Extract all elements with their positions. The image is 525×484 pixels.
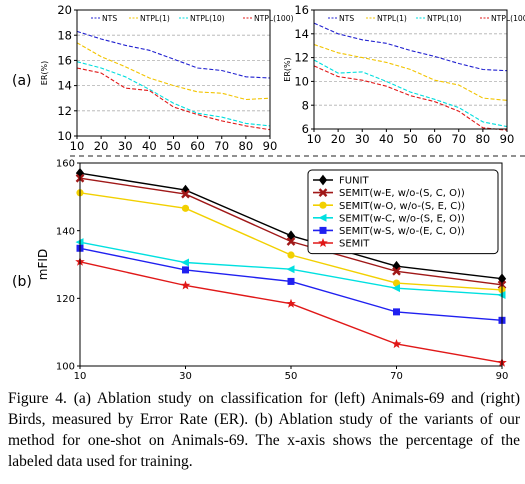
data-point-semit-w-e-w-o-s-c-o-30 <box>181 189 190 199</box>
legend-box <box>307 169 499 255</box>
series-line-ntpl-100 <box>76 67 271 131</box>
y-tick-label-2: 140 <box>56 226 75 237</box>
y-tick-label-1: 8 <box>302 98 309 112</box>
y-tick-label-2: 10 <box>294 75 309 89</box>
chart-b: 10 30 50 70 90 100 120 140 160 mFID FUNITSEMIT(w-E… <box>36 159 508 382</box>
y-tick-label-5: 20 <box>57 3 72 17</box>
y-tick-label-4: 18 <box>57 28 72 42</box>
y-tick-label-0: 6 <box>302 122 309 136</box>
data-point-semit-w-c-w-o-s-e-o-70 <box>392 284 400 293</box>
x-tick-label-0: 10 <box>70 139 85 153</box>
legend-label-ntpl-10: NTPL(10) <box>427 14 462 23</box>
data-point-semit-w-s-w-o-e-c-o-50 <box>287 277 295 285</box>
y-axis-label: ER(%) <box>283 57 292 81</box>
x-tick-label-2: 30 <box>355 132 370 146</box>
series-line-ntpl-10 <box>313 59 508 128</box>
y-tick-label-3: 16 <box>57 54 72 68</box>
data-point-semit-w-e-w-o-s-c-o-70 <box>392 266 401 276</box>
x-tick-label-1: 20 <box>331 132 346 146</box>
x-tick-label-4: 50 <box>403 132 418 146</box>
legend-label-ntpl-1: NTPL(1) <box>140 14 170 23</box>
chart-a-right: 10 20 30 40 50 60 70 80 90 6 8 10 12 14 16 ER(%) NTS NTPL… <box>283 3 525 146</box>
legend-label-ntpl-100: NTPL(100) <box>491 14 525 23</box>
legend-label-semit: SEMIT <box>339 239 370 250</box>
panel-label-b: (b) <box>12 274 32 290</box>
y-tick-label-0: 100 <box>56 362 75 373</box>
series-line-nts <box>76 30 271 79</box>
data-point-semit-70 <box>391 339 402 349</box>
legend-label-ntpl-100: NTPL(100) <box>254 14 294 23</box>
x-tick-label-3: 40 <box>379 132 394 146</box>
x-tick-label-4: 90 <box>496 371 509 382</box>
y-tick-label-1: 120 <box>56 294 75 305</box>
panel-label-a: (a) <box>12 73 32 89</box>
data-point-semit-w-c-w-o-s-e-o-50 <box>286 265 295 274</box>
y-tick-label-1: 12 <box>57 104 72 118</box>
data-point-semit-30 <box>180 280 191 290</box>
series-line-ntpl-1 <box>313 43 508 101</box>
legend-marker-semit-w-o-w-o-s-e-c <box>319 201 327 209</box>
legend-label-semit-w-s-w-o-e-c-o: SEMIT(w-S, w/o-(E, C, O)) <box>339 226 465 237</box>
legend-label-ntpl-10: NTPL(10) <box>190 14 225 23</box>
data-point-semit-w-o-w-o-s-e-c-30 <box>181 204 190 212</box>
x-tick-label-6: 70 <box>451 132 466 146</box>
y-tick-label-5: 16 <box>294 3 309 17</box>
legend-label-semit-w-o-w-o-s-e-c: SEMIT(w-O, w/o-(S, E, C)) <box>339 201 465 212</box>
series-line-nts <box>313 22 508 72</box>
x-tick-label-7: 80 <box>239 139 254 153</box>
x-tick-label-7: 80 <box>476 132 491 146</box>
data-point-semit-w-e-w-o-s-c-o-70-stroke-b <box>392 266 401 276</box>
y-axis-label: ER(%) <box>40 61 49 85</box>
figure-caption: Figure 4. (a) Ablation study on classifi… <box>8 390 520 470</box>
legend-marker-semit <box>318 238 328 247</box>
y-tick-label-3: 12 <box>294 51 309 65</box>
x-tick-label-3: 40 <box>142 139 157 153</box>
y-tick-label-3: 160 <box>56 159 75 170</box>
legend-label-nts: NTS <box>339 14 354 23</box>
x-tick-label-0: 10 <box>307 132 322 146</box>
data-point-semit-w-e-w-o-s-c-o-50 <box>286 237 296 246</box>
legend-marker-funit <box>318 174 328 186</box>
legend-label-semit-w-e-w-o-s-c-o: SEMIT(w-E, w/o-(S, C, O)) <box>339 188 465 199</box>
series-line-ntpl-10 <box>76 61 271 127</box>
series-line-ntpl-100 <box>313 65 508 131</box>
data-point-semit-w-c-w-o-s-e-o-30 <box>181 258 189 267</box>
x-tick-label-1: 20 <box>94 139 109 153</box>
data-point-semit-w-e-w-o-s-c-o-50-stroke-b <box>286 237 296 246</box>
legend-marker-semit-w-c-w-o-s-e-o <box>318 213 327 222</box>
x-tick-label-5: 60 <box>190 139 205 153</box>
legend-marker-semit-w-e-w-o-s-c-o-stroke-b <box>318 188 328 197</box>
y-tick-label-0: 10 <box>57 129 72 143</box>
y-tick-label-4: 14 <box>294 27 309 41</box>
legend-marker-semit-w-s-w-o-e-c-o <box>319 226 327 234</box>
legend-label-ntpl-1: NTPL(1) <box>377 14 407 23</box>
x-tick-label-2: 50 <box>285 371 298 382</box>
data-point-semit-w-s-w-o-e-c-o-30 <box>182 266 189 274</box>
x-tick-label-0: 10 <box>74 371 87 382</box>
data-point-semit-w-e-w-o-s-c-o-30-stroke-b <box>181 189 190 199</box>
y-tick-label-2: 14 <box>57 79 72 93</box>
x-tick-label-4: 50 <box>166 139 181 153</box>
legend-label-nts: NTS <box>102 14 117 23</box>
legend-label-funit: FUNIT <box>339 176 370 187</box>
plot-frame <box>76 9 271 137</box>
x-tick-label-2: 30 <box>118 139 133 153</box>
y-axis-label: mFID <box>36 249 50 280</box>
legend-marker-semit-w-e-w-o-s-c-o <box>318 188 328 197</box>
data-point-semit-w-o-w-o-s-e-c-70 <box>392 279 401 287</box>
x-tick-label-8: 90 <box>500 132 515 146</box>
x-tick-label-1: 30 <box>179 371 192 382</box>
figure-canvas: 10 20 30 40 50 60 70 80 90 10 12 14 16 18 20 ER(%) NTS NT… <box>36 3 525 382</box>
data-point-semit-50 <box>286 298 296 308</box>
x-tick-label-6: 70 <box>214 139 229 153</box>
x-tick-label-5: 60 <box>427 132 442 146</box>
data-point-semit-w-s-w-o-e-c-o-70 <box>393 308 400 316</box>
data-point-semit-w-o-w-o-s-e-c-50 <box>287 251 295 259</box>
x-tick-label-3: 70 <box>390 371 403 382</box>
series-line-ntpl-1 <box>76 42 271 101</box>
legend-label-semit-w-c-w-o-s-e-o: SEMIT(w-C, w/o-(S, E, O)) <box>339 213 465 224</box>
chart-a-left: 10 20 30 40 50 60 70 80 90 10 12 14 16 18 20 ER(%) NTS NT… <box>40 3 294 153</box>
x-tick-label-8: 90 <box>263 139 278 153</box>
